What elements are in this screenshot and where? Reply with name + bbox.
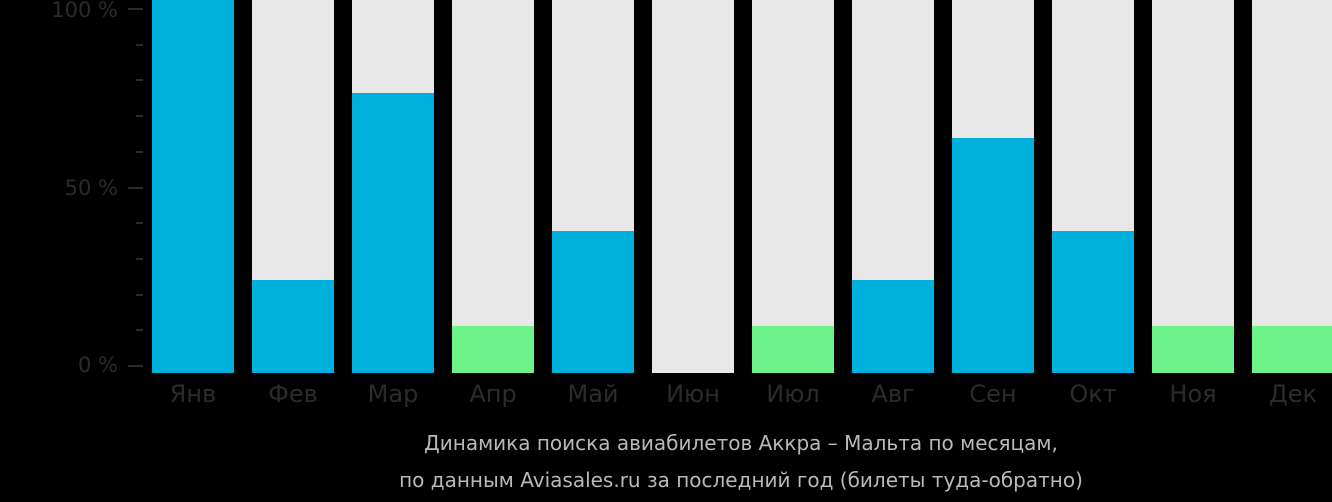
x-label: Мар — [367, 380, 419, 408]
x-label: Окт — [1069, 380, 1117, 408]
y-label-100: 100 % — [51, 0, 118, 22]
bar-3 — [452, 0, 534, 373]
x-label: Ноя — [1169, 380, 1217, 408]
bar-8 — [952, 0, 1034, 373]
x-label: Май — [567, 380, 619, 408]
minor-tick — [136, 115, 143, 117]
chart-caption-line-2: по данным Aviasales.ru за последний год … — [399, 468, 1083, 492]
chart-caption-line-1: Динамика поиска авиабилетов Аккра – Маль… — [424, 431, 1058, 455]
major-tick — [128, 187, 143, 189]
bar-fill — [852, 279, 934, 373]
bar-2 — [352, 0, 434, 373]
bar-fill — [952, 138, 1034, 373]
minor-tick — [136, 44, 143, 46]
bar-fill — [552, 231, 634, 373]
bar-fill — [752, 326, 834, 373]
x-label: Дек — [1268, 380, 1317, 408]
major-tick — [128, 365, 143, 367]
bar-fill — [252, 279, 334, 373]
x-label: Апр — [469, 380, 517, 408]
x-label: Авг — [871, 380, 915, 408]
minor-tick — [136, 222, 143, 224]
minor-tick — [136, 79, 143, 81]
minor-tick — [136, 294, 143, 296]
bar-fill — [1252, 326, 1332, 373]
bar-fill — [1152, 326, 1234, 373]
x-label: Июл — [766, 380, 820, 408]
y-label-0: 0 % — [78, 353, 118, 377]
bar-7 — [852, 0, 934, 373]
minor-tick — [136, 151, 143, 153]
minor-tick — [136, 258, 143, 260]
bar-fill — [152, 0, 234, 373]
bar-5 — [652, 0, 734, 373]
bar-11 — [1252, 0, 1332, 373]
major-tick — [128, 8, 143, 10]
bar-6 — [752, 0, 834, 373]
bar-1 — [252, 0, 334, 373]
bar-0 — [152, 0, 234, 373]
x-label: Июн — [666, 380, 720, 408]
bar-fill — [452, 326, 534, 373]
bar-fill — [1052, 231, 1134, 373]
bar-9 — [1052, 0, 1134, 373]
x-label: Сен — [969, 380, 1017, 408]
bar-10 — [1152, 0, 1234, 373]
x-label: Фев — [268, 380, 318, 408]
y-label-50: 50 % — [64, 176, 118, 200]
minor-tick — [136, 329, 143, 331]
bar-4 — [552, 0, 634, 373]
bar-fill — [352, 93, 434, 373]
x-label: Янв — [169, 380, 217, 408]
